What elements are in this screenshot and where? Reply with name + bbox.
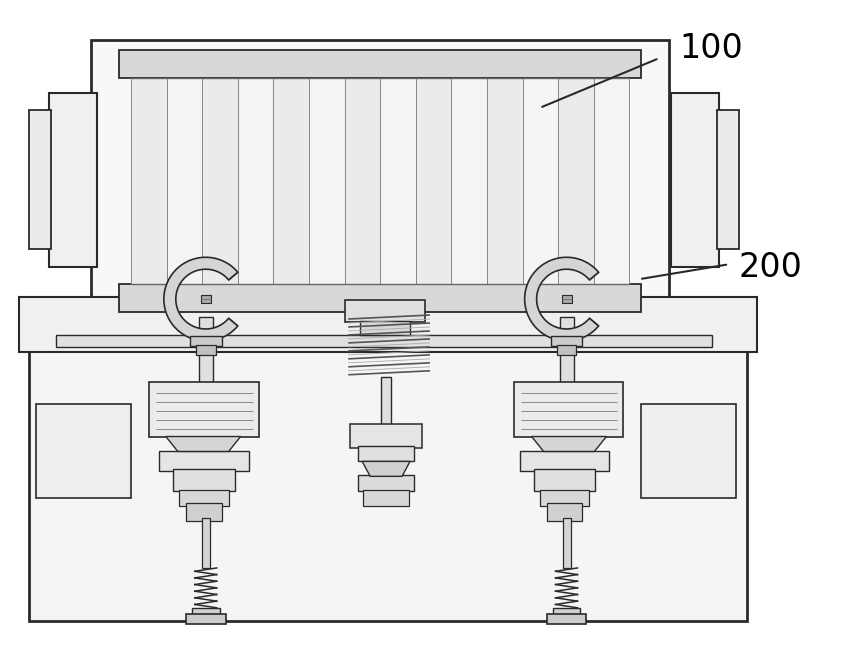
Bar [179,490,229,506]
Bar [190,336,221,346]
Bar [186,614,225,624]
Bar [36,404,131,498]
Bar [559,317,573,387]
Polygon shape [164,258,237,341]
Bar [486,78,522,284]
Bar [19,297,756,352]
Polygon shape [524,258,598,341]
Polygon shape [362,461,409,476]
Bar [119,284,641,312]
Bar [91,40,668,317]
Bar [173,469,235,491]
Bar [186,503,221,521]
Bar [198,317,213,387]
Bar [119,50,641,78]
Bar [344,78,380,284]
Bar [546,614,586,624]
Bar [561,295,571,303]
Bar [358,446,414,461]
Bar [360,321,409,335]
Bar [192,608,219,616]
Bar [363,490,408,506]
Bar [49,93,97,267]
Bar [552,608,580,616]
Bar [513,382,623,437]
Bar [558,78,593,284]
Bar [358,476,414,491]
Bar [201,295,210,303]
Bar [166,78,202,284]
Bar [30,110,51,249]
Bar [380,78,415,284]
Polygon shape [531,437,606,452]
Bar [196,345,215,355]
Bar [539,490,589,506]
Bar [149,382,258,437]
Bar [533,469,595,491]
Bar [415,78,451,284]
Bar [345,300,425,322]
Bar [546,503,582,521]
Bar [556,345,576,355]
Bar [57,335,711,347]
Bar [717,110,738,249]
Bar [309,78,344,284]
Bar [593,78,629,284]
Polygon shape [165,437,241,452]
Bar [451,78,486,284]
Bar [131,78,166,284]
Bar [202,78,237,284]
Bar [237,78,273,284]
Bar [519,452,609,472]
Bar [562,518,570,568]
Bar [522,78,558,284]
Bar [349,424,421,448]
Bar [381,377,391,424]
Text: 100: 100 [679,32,742,65]
Bar [550,336,582,346]
Bar [159,452,248,472]
Text: 200: 200 [738,251,802,284]
Bar [30,312,746,620]
Bar [273,78,309,284]
Bar [202,518,209,568]
Bar [670,93,718,267]
Bar [641,404,735,498]
